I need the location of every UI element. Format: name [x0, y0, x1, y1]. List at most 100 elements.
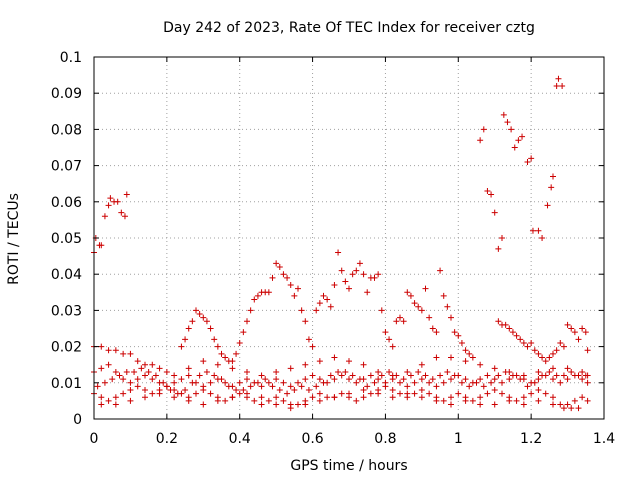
data-point: [131, 368, 138, 375]
data-point: [331, 354, 338, 361]
data-point: [302, 376, 309, 383]
data-point: [316, 358, 323, 365]
data-point: [107, 195, 114, 202]
data-point: [524, 158, 531, 165]
data-point: [120, 390, 127, 397]
data-point: [273, 368, 280, 375]
data-point: [149, 376, 156, 383]
data-point: [273, 376, 280, 383]
data-point: [455, 332, 462, 339]
data-point: [269, 383, 276, 390]
data-point: [247, 383, 254, 390]
data-point: [185, 397, 192, 404]
data-point: [123, 368, 130, 375]
data-point: [185, 325, 192, 332]
data-point: [535, 387, 542, 394]
data-point: [579, 394, 586, 401]
x-tick-label: 1.4: [593, 431, 615, 447]
data-point: [105, 361, 112, 368]
data-point: [448, 376, 454, 383]
data-point: [265, 397, 272, 404]
data-point: [284, 390, 291, 397]
y-tick-label: 0.07: [51, 159, 82, 175]
data-point: [182, 336, 189, 343]
data-point: [437, 267, 444, 274]
y-tick-label: 0.09: [51, 86, 82, 102]
data-point: [455, 390, 462, 397]
data-point: [528, 155, 535, 162]
data-point: [280, 397, 287, 404]
data-point: [171, 394, 178, 401]
data-point: [320, 379, 327, 386]
data-point: [244, 376, 250, 383]
data-point: [426, 314, 433, 321]
data-point: [440, 292, 447, 299]
data-point: [550, 401, 556, 408]
data-point: [302, 361, 309, 368]
data-point: [535, 376, 542, 383]
data-point: [109, 376, 116, 383]
data-point: [548, 184, 555, 191]
data-point: [295, 379, 301, 386]
data-point: [156, 365, 163, 372]
data-point: [462, 358, 469, 365]
data-point: [105, 397, 112, 404]
data-point: [123, 191, 130, 198]
data-point: [211, 336, 218, 343]
data-point: [546, 354, 553, 361]
data-point: [364, 383, 371, 390]
data-point: [98, 401, 105, 408]
data-point: [316, 390, 323, 397]
data-point: [375, 368, 382, 375]
data-point: [193, 390, 199, 397]
data-point: [539, 354, 546, 361]
data-point: [105, 347, 112, 354]
data-point: [331, 282, 338, 289]
data-point: [382, 329, 389, 336]
data-point: [488, 379, 495, 386]
data-point: [207, 325, 214, 332]
data-point: [519, 133, 526, 140]
data-point: [258, 372, 265, 379]
data-point: [444, 368, 451, 375]
data-point: [244, 318, 250, 325]
data-point: [418, 307, 425, 314]
y-tick-label: 0.08: [51, 122, 82, 138]
data-point: [433, 354, 440, 361]
data-point: [309, 394, 316, 401]
data-point: [251, 397, 258, 404]
data-point: [473, 379, 480, 386]
data-point: [316, 300, 323, 307]
data-point: [579, 376, 586, 383]
data-point: [584, 347, 591, 354]
chart-title: Day 242 of 2023, Rate Of TEC Index for r…: [163, 20, 535, 36]
data-point: [218, 350, 225, 357]
data-point: [295, 285, 301, 292]
data-point: [335, 368, 342, 375]
data-point: [171, 379, 178, 386]
data-point: [458, 339, 465, 346]
data-point: [378, 307, 385, 314]
data-point: [298, 307, 305, 314]
x-tick-label: 0.4: [229, 431, 251, 447]
series-high-roti-arc-2: [477, 75, 566, 252]
data-point: [112, 368, 119, 375]
data-point: [506, 397, 513, 404]
data-point: [382, 383, 389, 390]
data-point: [397, 390, 403, 397]
x-tick-label: 0.2: [156, 431, 178, 447]
data-point: [280, 271, 287, 278]
data-point: [244, 368, 250, 375]
data-point: [207, 379, 214, 386]
data-point: [367, 372, 374, 379]
data-point: [112, 401, 119, 408]
data-point: [149, 361, 156, 368]
data-point: [509, 372, 516, 379]
data-point: [353, 267, 360, 274]
data-point: [448, 314, 454, 321]
data-point: [568, 368, 575, 375]
x-tick-label: 0.8: [374, 431, 396, 447]
data-point: [415, 303, 422, 310]
data-point: [477, 394, 484, 401]
x-tick-label: 1.2: [520, 431, 542, 447]
